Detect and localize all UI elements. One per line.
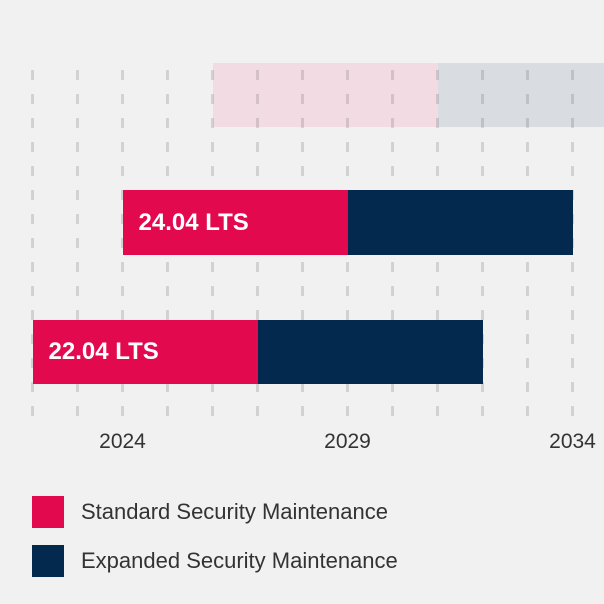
gridline-year-2034: [571, 70, 574, 425]
bar-22-04-lts-standard: [32, 320, 258, 384]
bar-24-04-lts-standard: [122, 190, 348, 255]
x-axis-tick-2024: 2024: [99, 430, 146, 453]
legend-swatch-expanded: [32, 545, 64, 577]
bar-future-release-expanded-faded: [437, 63, 604, 127]
x-axis-tick-2034: 2034: [549, 430, 596, 453]
legend-label-standard: Standard Security Maintenance: [81, 499, 388, 524]
x-axis-tick-2029: 2029: [324, 430, 371, 453]
bar-24-04-lts-expanded: [347, 190, 573, 255]
bar-label-24-04-lts: 24.04 LTS: [138, 208, 249, 236]
gridline-year-2022: [31, 70, 34, 425]
legend-label-expanded: Expanded Security Maintenance: [81, 548, 398, 573]
gridline-year-2023: [76, 70, 79, 425]
bar-future-release-standard-faded: [212, 63, 438, 127]
bar-22-04-lts-expanded: [257, 320, 483, 384]
bar-label-22-04-lts: 22.04 LTS: [48, 338, 159, 365]
legend-swatch-standard: [32, 496, 64, 528]
